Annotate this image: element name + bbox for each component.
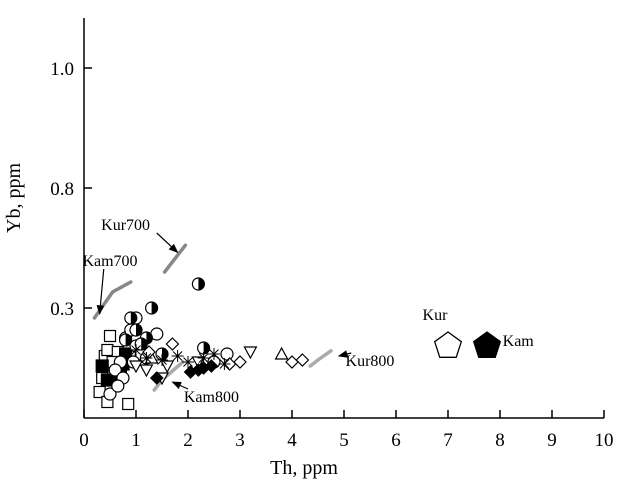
data-point xyxy=(139,364,154,378)
x-tick-label: 7 xyxy=(443,430,453,451)
data-point xyxy=(218,358,231,370)
y-axis-label: Yb, ppm xyxy=(3,163,25,233)
y-tick-label: 0.3 xyxy=(50,299,74,320)
data-point xyxy=(204,359,219,373)
trend-segment xyxy=(308,349,333,368)
data-point xyxy=(182,356,194,368)
data-point xyxy=(130,344,142,356)
data-point xyxy=(165,337,180,351)
axes: 0 1 2 3 4 5 6 7 8 9 10 0.3 0.8 1.0 Th, ppm Yb, ppm xyxy=(3,18,614,479)
x-tick-label: 2 xyxy=(183,430,193,451)
annotation-label: Kam800 xyxy=(184,389,239,406)
data-point xyxy=(220,347,234,361)
data-point xyxy=(108,363,122,377)
annotation-label: Kur700 xyxy=(101,217,150,234)
y-tick-label: 1.0 xyxy=(50,59,74,80)
data-point xyxy=(149,371,164,385)
x-tick-label: 10 xyxy=(595,430,614,451)
data-point xyxy=(145,301,159,315)
x-tick-label: 9 xyxy=(547,430,557,451)
annotation-arrow xyxy=(96,268,105,315)
data-point xyxy=(285,355,299,369)
x-tick-label: 6 xyxy=(391,430,401,451)
x-tick-label: 1 xyxy=(131,430,141,451)
x-tick-label: 3 xyxy=(235,430,245,451)
data-point xyxy=(140,352,153,364)
y-tick-label: 0.8 xyxy=(50,179,74,200)
annotation-label: Kur800 xyxy=(346,353,395,370)
data-point xyxy=(156,354,168,366)
data-point xyxy=(122,397,135,411)
data-point xyxy=(433,331,463,358)
annotation-arrow xyxy=(171,381,189,390)
data-point xyxy=(191,277,205,291)
x-axis-label: Th, ppm xyxy=(270,457,338,479)
data-point xyxy=(103,387,117,401)
annotation-label: Kur xyxy=(423,307,449,324)
x-tick-label: 0 xyxy=(79,430,89,451)
annotation-label: Kam700 xyxy=(82,253,137,270)
annotation-arrow xyxy=(156,232,179,254)
annotations: Kur700 Kam700 Kur800 Kam800 Kur Kam xyxy=(82,217,534,406)
data-points xyxy=(93,277,502,411)
data-point xyxy=(472,331,502,358)
data-point xyxy=(124,311,138,325)
data-point xyxy=(233,355,247,369)
annotation-arrow xyxy=(337,350,352,358)
data-point xyxy=(274,346,289,360)
x-tick-label: 5 xyxy=(339,430,349,451)
data-point xyxy=(101,343,114,357)
data-point xyxy=(93,385,106,399)
data-point xyxy=(111,379,125,393)
data-point xyxy=(197,352,210,364)
data-point xyxy=(243,346,258,360)
data-point xyxy=(100,373,115,387)
data-point xyxy=(295,353,310,367)
data-point xyxy=(171,350,184,362)
data-point xyxy=(118,333,133,347)
trend-segment xyxy=(162,243,188,274)
data-point xyxy=(129,323,143,337)
data-point xyxy=(134,337,148,351)
x-tick-label: 8 xyxy=(495,430,505,451)
data-point xyxy=(103,329,117,343)
data-point xyxy=(160,360,175,374)
data-point xyxy=(95,359,109,373)
data-point xyxy=(208,348,220,360)
data-point xyxy=(191,363,206,377)
annotation-label: Kam xyxy=(503,333,535,350)
x-tick-label: 4 xyxy=(287,430,297,451)
data-point xyxy=(128,360,144,374)
